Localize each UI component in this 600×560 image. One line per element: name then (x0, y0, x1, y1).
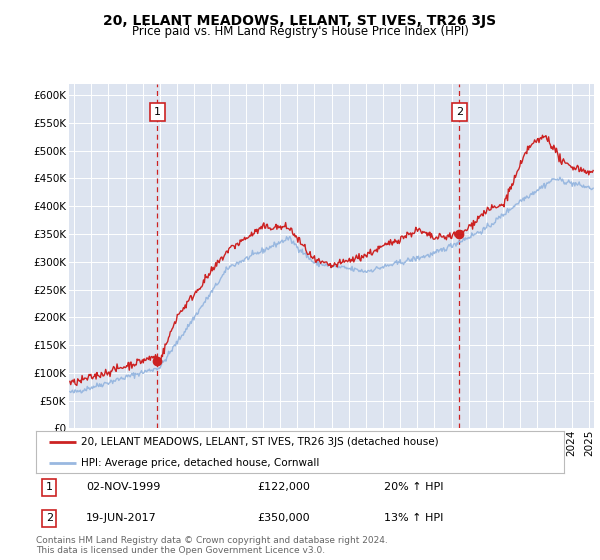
Text: 20% ↑ HPI: 20% ↑ HPI (385, 482, 444, 492)
Text: HPI: Average price, detached house, Cornwall: HPI: Average price, detached house, Corn… (81, 458, 319, 468)
Text: Contains HM Land Registry data © Crown copyright and database right 2024.
This d: Contains HM Land Registry data © Crown c… (36, 536, 388, 556)
Text: £350,000: £350,000 (258, 514, 310, 524)
Text: 20, LELANT MEADOWS, LELANT, ST IVES, TR26 3JS: 20, LELANT MEADOWS, LELANT, ST IVES, TR2… (103, 14, 497, 28)
Text: 13% ↑ HPI: 13% ↑ HPI (385, 514, 444, 524)
Text: 02-NOV-1999: 02-NOV-1999 (86, 482, 161, 492)
Text: 2: 2 (456, 107, 463, 117)
Text: Price paid vs. HM Land Registry's House Price Index (HPI): Price paid vs. HM Land Registry's House … (131, 25, 469, 38)
Text: 20, LELANT MEADOWS, LELANT, ST IVES, TR26 3JS (detached house): 20, LELANT MEADOWS, LELANT, ST IVES, TR2… (81, 437, 439, 447)
Text: 1: 1 (154, 107, 161, 117)
Text: 19-JUN-2017: 19-JUN-2017 (86, 514, 157, 524)
Text: £122,000: £122,000 (258, 482, 311, 492)
Text: 1: 1 (46, 482, 53, 492)
Text: 2: 2 (46, 514, 53, 524)
